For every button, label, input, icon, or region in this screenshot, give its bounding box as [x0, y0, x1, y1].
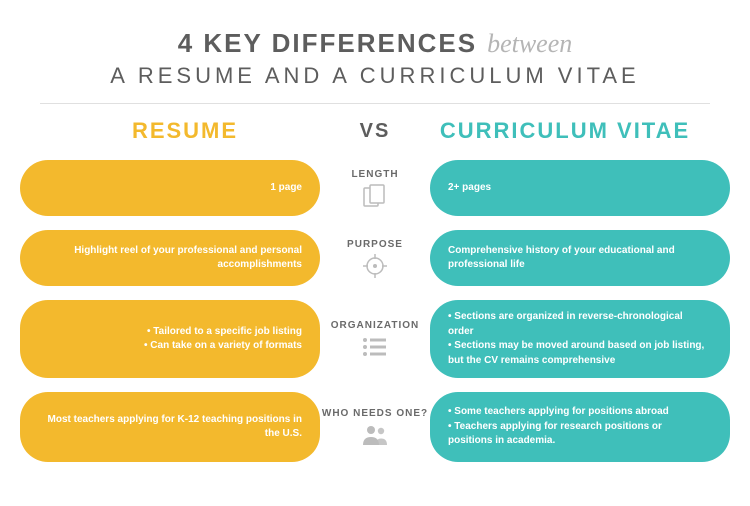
- resume-text: • Can take on a variety of formats: [144, 339, 302, 354]
- cv-text: • Sections are organized in reverse-chro…: [448, 310, 708, 339]
- title-main: 4 KEY DIFFERENCES: [178, 28, 477, 59]
- resume-pill: Highlight reel of your professional and …: [20, 230, 320, 286]
- resume-pill: 1 page: [20, 160, 320, 216]
- pages-icon: [361, 184, 389, 208]
- vs-label: VS: [335, 120, 415, 143]
- target-icon: [361, 254, 389, 278]
- rows-container: 1 page LENGTH 2+ pages Highlight reel of y…: [0, 160, 750, 462]
- resume-text: Most teachers applying for K-12 teaching…: [42, 413, 302, 442]
- cv-text: • Some teachers applying for positions a…: [448, 405, 669, 420]
- category-label: ORGANIZATION: [331, 320, 419, 331]
- cv-pill: Comprehensive history of your educationa…: [430, 230, 730, 286]
- header: 4 KEY DIFFERENCES between A RESUME AND A…: [0, 0, 750, 103]
- cv-text: Comprehensive history of your educationa…: [448, 244, 708, 273]
- category-col: ORGANIZATION: [320, 300, 430, 378]
- resume-text: Highlight reel of your professional and …: [42, 244, 302, 273]
- title-line: 4 KEY DIFFERENCES between: [20, 28, 730, 59]
- cv-pill: 2+ pages: [430, 160, 730, 216]
- category-label: WHO NEEDS ONE?: [322, 408, 428, 419]
- comparison-row: 1 page LENGTH 2+ pages: [20, 160, 730, 216]
- cv-text: 2+ pages: [448, 181, 491, 196]
- comparison-row: Highlight reel of your professional and …: [20, 230, 730, 286]
- resume-pill: • Tailored to a specific job listing• Ca…: [20, 300, 320, 378]
- cv-text: • Sections may be moved around based on …: [448, 339, 708, 368]
- comparison-row: • Tailored to a specific job listing• Ca…: [20, 300, 730, 378]
- category-label: PURPOSE: [347, 239, 403, 250]
- resume-heading: RESUME: [35, 118, 335, 144]
- comparison-row: Most teachers applying for K-12 teaching…: [20, 392, 730, 462]
- resume-text: 1 page: [270, 181, 302, 196]
- cv-pill: • Sections are organized in reverse-chro…: [430, 300, 730, 378]
- list-icon: [361, 335, 389, 359]
- vs-row: RESUME VS CURRICULUM VITAE: [0, 118, 750, 144]
- subtitle: A RESUME AND A CURRICULUM VITAE: [20, 63, 730, 89]
- category-col: WHO NEEDS ONE?: [320, 392, 430, 462]
- cv-pill: • Some teachers applying for positions a…: [430, 392, 730, 462]
- category-col: LENGTH: [320, 160, 430, 216]
- resume-text: • Tailored to a specific job listing: [147, 325, 302, 340]
- resume-pill: Most teachers applying for K-12 teaching…: [20, 392, 320, 462]
- cv-text: • Teachers applying for research positio…: [448, 420, 708, 449]
- category-label: LENGTH: [351, 169, 398, 180]
- category-col: PURPOSE: [320, 230, 430, 286]
- cv-heading: CURRICULUM VITAE: [415, 118, 715, 144]
- title-script: between: [487, 29, 572, 59]
- divider: [40, 103, 710, 104]
- people-icon: [361, 423, 389, 447]
